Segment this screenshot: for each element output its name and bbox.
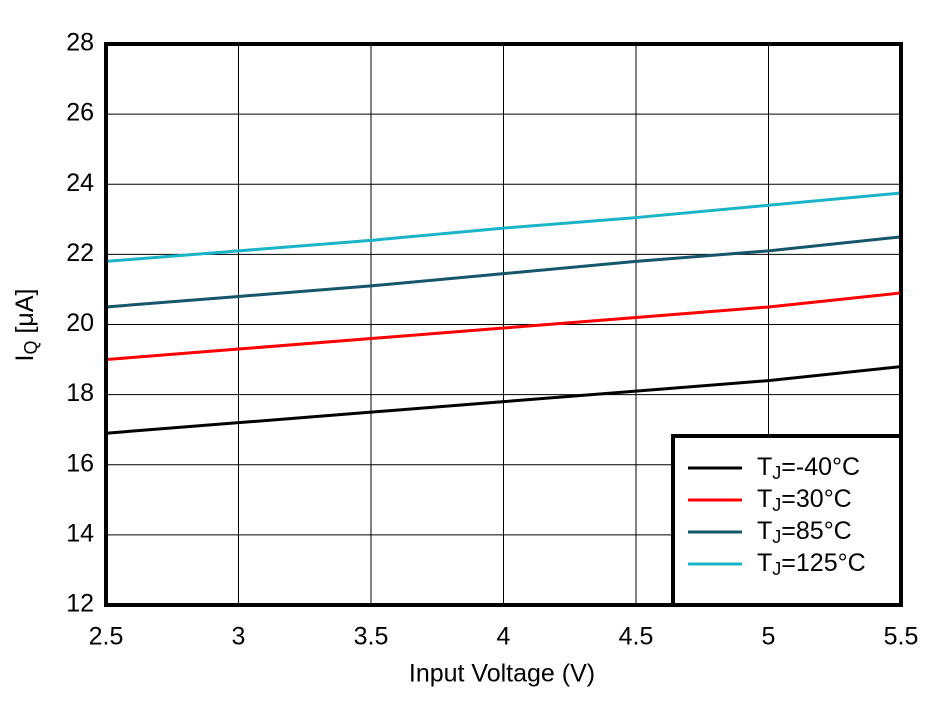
legend-label: TJ=30°C [757,485,852,515]
series-line [105,235,902,309]
y-tick-label: 28 [66,29,94,57]
x-tick-label: 2.5 [89,623,124,651]
legend-label: TJ=125°C [757,549,866,579]
y-axis-label: IQ [μA] [11,289,41,362]
y-tick-label: 24 [66,169,94,197]
y-tick-label: 20 [66,309,94,337]
y-tick-label: 14 [66,519,94,547]
x-tick-label: 4 [497,623,511,651]
x-tick-label: 3.5 [354,623,389,651]
x-axis-label: Input Voltage (V) [409,660,595,688]
x-tick-label: 4.5 [619,623,654,651]
legend-label: TJ=85°C [757,517,852,547]
legend-box [671,434,903,607]
plot-border [104,42,903,607]
y-tick-label: 22 [66,239,94,267]
y-tick-label: 12 [66,590,94,618]
x-tick-label: 5.5 [884,623,919,651]
x-tick-label: 5 [762,623,776,651]
legend-label: TJ=-40°C [757,453,860,483]
y-tick-label: 18 [66,379,94,407]
x-tick-label: 3 [232,623,246,651]
series-line [105,291,902,362]
y-tick-label: 16 [66,449,94,477]
series-line [105,365,902,435]
y-tick-label: 26 [66,99,94,127]
series-line [105,191,902,263]
